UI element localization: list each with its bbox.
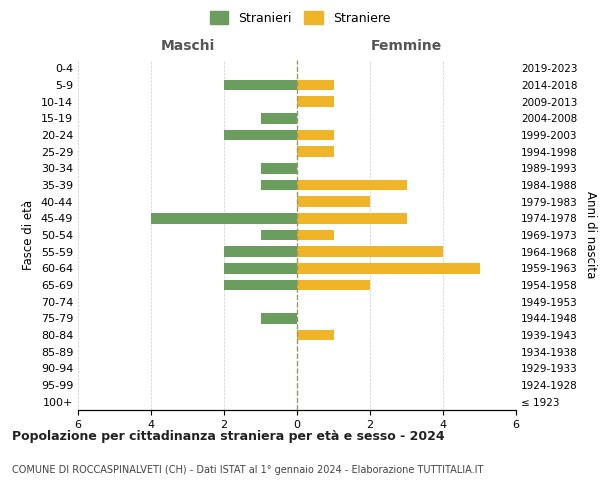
Text: Maschi: Maschi — [160, 38, 215, 52]
Bar — [297, 263, 479, 274]
Bar — [297, 230, 334, 240]
Y-axis label: Fasce di età: Fasce di età — [22, 200, 35, 270]
Bar — [224, 80, 297, 90]
Bar — [297, 246, 443, 257]
Bar — [224, 130, 297, 140]
Bar — [260, 113, 297, 124]
Text: COMUNE DI ROCCASPINALVETI (CH) - Dati ISTAT al 1° gennaio 2024 - Elaborazione TU: COMUNE DI ROCCASPINALVETI (CH) - Dati IS… — [12, 465, 484, 475]
Bar — [297, 96, 334, 107]
Bar — [297, 146, 334, 157]
Bar — [151, 213, 297, 224]
Bar — [224, 263, 297, 274]
Text: Femmine: Femmine — [371, 38, 442, 52]
Bar — [224, 246, 297, 257]
Bar — [297, 180, 407, 190]
Bar — [297, 196, 370, 207]
Y-axis label: Anni di nascita: Anni di nascita — [584, 192, 597, 278]
Bar — [297, 213, 407, 224]
Bar — [224, 280, 297, 290]
Bar — [297, 330, 334, 340]
Bar — [297, 280, 370, 290]
Bar — [297, 80, 334, 90]
Bar — [260, 230, 297, 240]
Bar — [260, 313, 297, 324]
Bar — [260, 163, 297, 174]
Bar — [260, 180, 297, 190]
Legend: Stranieri, Straniere: Stranieri, Straniere — [205, 6, 395, 30]
Text: Popolazione per cittadinanza straniera per età e sesso - 2024: Popolazione per cittadinanza straniera p… — [12, 430, 445, 443]
Bar — [297, 130, 334, 140]
